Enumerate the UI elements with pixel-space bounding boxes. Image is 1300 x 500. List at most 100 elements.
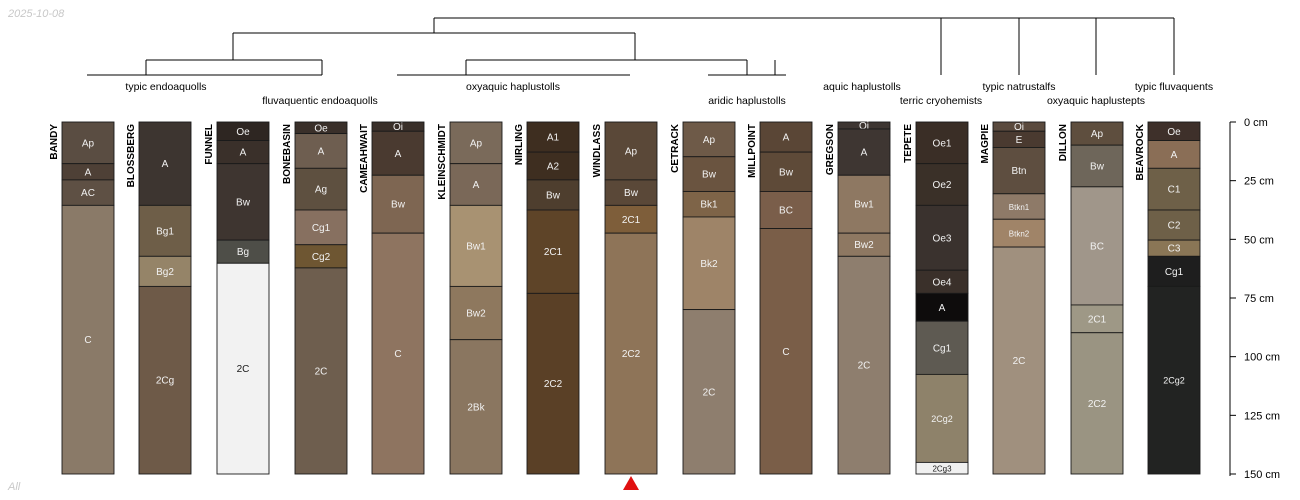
horizon-label: A1 <box>547 133 560 144</box>
horizon-label: A <box>318 146 325 157</box>
profile-name: FUNNEL <box>204 124 215 165</box>
horizon-rect <box>837 128 891 176</box>
horizon-rect <box>1070 304 1124 334</box>
horizon-label: Oe <box>1167 127 1181 138</box>
horizon-label: Oe2 <box>933 180 952 191</box>
horizon-label: E <box>1016 135 1023 146</box>
horizon-label: Bw2 <box>854 240 874 251</box>
horizon-label: 2C <box>237 364 250 375</box>
depth-tick-label: 150 cm <box>1244 469 1280 481</box>
horizon-rect <box>604 179 658 206</box>
horizon-label: 2Cg3 <box>932 465 952 474</box>
horizon-label: A2 <box>547 162 560 173</box>
horizon-rect <box>61 121 115 165</box>
horizon-rect <box>992 218 1046 248</box>
horizon-label: Oi <box>1014 122 1024 133</box>
horizon-rect <box>526 179 580 211</box>
horizon-label: Ap <box>470 138 483 149</box>
horizon-label: 2Cg2 <box>1163 376 1185 386</box>
horizon-rect <box>449 204 503 287</box>
footer-tag: All <box>8 481 21 493</box>
horizon-rect <box>138 121 192 206</box>
horizon-label: C <box>782 347 789 358</box>
horizon-label: C2 <box>1168 221 1181 232</box>
horizon-label: A <box>783 133 790 144</box>
profile-name: TEPETE <box>903 124 914 163</box>
horizon-rect <box>449 285 503 341</box>
profile-name: WINDLASS <box>592 124 603 178</box>
horizon-label: Oe <box>236 127 250 138</box>
horizon-label: A <box>240 148 247 159</box>
horizon-rect <box>371 130 425 176</box>
horizon-rect <box>526 151 580 181</box>
horizon-rect <box>604 121 658 181</box>
horizon-label: A <box>861 148 868 159</box>
profile-name: BLOSSBERG <box>126 124 137 188</box>
horizon-label: Oe3 <box>933 233 952 244</box>
horizon-rect <box>1147 167 1201 211</box>
horizon-rect <box>371 232 425 475</box>
horizon-label: 2C2 <box>1088 399 1107 410</box>
horizon-rect <box>915 320 969 375</box>
horizon-label: Oe4 <box>933 277 952 288</box>
horizon-label: BC <box>779 206 793 217</box>
horizon-label: Bw <box>702 170 717 181</box>
horizon-rect <box>138 204 192 257</box>
horizon-label: Bg2 <box>156 267 174 278</box>
horizon-rect <box>682 191 736 218</box>
horizon-rect <box>449 339 503 475</box>
horizon-label: Cg1 <box>312 223 331 234</box>
horizon-rect <box>1147 140 1201 169</box>
horizon-label: Bw <box>546 190 561 201</box>
profile-name: CAMEAHWAIT <box>359 124 370 193</box>
depth-tick-label: 0 cm <box>1244 117 1268 129</box>
horizon-label: 2C <box>858 361 871 372</box>
horizon-label: Cg1 <box>933 343 952 354</box>
profile-name: MAGPIE <box>980 124 991 164</box>
horizon-label: Bk1 <box>700 200 718 211</box>
horizon-label: C <box>394 349 401 360</box>
horizon-rect <box>449 121 503 165</box>
horizon-label: Bg1 <box>156 226 174 237</box>
horizon-label: Cg2 <box>312 252 331 263</box>
horizon-rect <box>1147 209 1201 241</box>
horizon-label: A <box>1171 150 1178 161</box>
horizon-label: 2Bk <box>467 402 485 413</box>
horizon-label: Btn <box>1011 166 1026 177</box>
depth-tick-label: 100 cm <box>1244 352 1280 364</box>
profile-name: BONEBASIN <box>282 124 293 184</box>
horizon-label: Bw <box>779 167 794 178</box>
depth-tick-label: 25 cm <box>1244 176 1274 188</box>
horizon-rect <box>294 209 348 246</box>
horizon-label: 2Cg2 <box>931 414 953 424</box>
horizon-rect <box>294 267 348 475</box>
horizon-rect <box>138 285 192 475</box>
horizon-label: Ap <box>1091 129 1104 140</box>
horizon-label: Bw1 <box>466 241 486 252</box>
horizon-rect <box>915 373 969 463</box>
horizon-rect <box>837 174 891 234</box>
horizon-rect <box>61 179 115 206</box>
horizon-rect <box>294 167 348 211</box>
horizon-rect <box>759 228 813 475</box>
profile-name: BEAVROCK <box>1135 123 1146 180</box>
horizon-label: C3 <box>1168 244 1181 255</box>
horizon-label: A <box>162 159 169 170</box>
horizon-rect <box>682 156 736 192</box>
horizon-label: Oe1 <box>933 138 952 149</box>
horizon-rect <box>526 209 580 294</box>
horizon-label: Ag <box>315 185 327 196</box>
date-stamp: 2025-10-08 <box>8 8 65 20</box>
horizon-rect <box>837 255 891 475</box>
profile-name: GREGSON <box>825 124 836 175</box>
taxon-label: oxyaquic haplustepts <box>1047 95 1145 107</box>
profile-name: KLEINSCHMIDT <box>437 124 448 200</box>
taxon-label: typic natrustalfs <box>983 81 1056 93</box>
horizon-label: Bw1 <box>854 200 874 211</box>
horizon-rect <box>1147 285 1201 475</box>
horizon-label: Bw <box>1090 162 1105 173</box>
horizon-label: 2C2 <box>544 379 563 390</box>
horizon-label: Oi <box>859 121 869 132</box>
horizon-rect <box>992 246 1046 475</box>
